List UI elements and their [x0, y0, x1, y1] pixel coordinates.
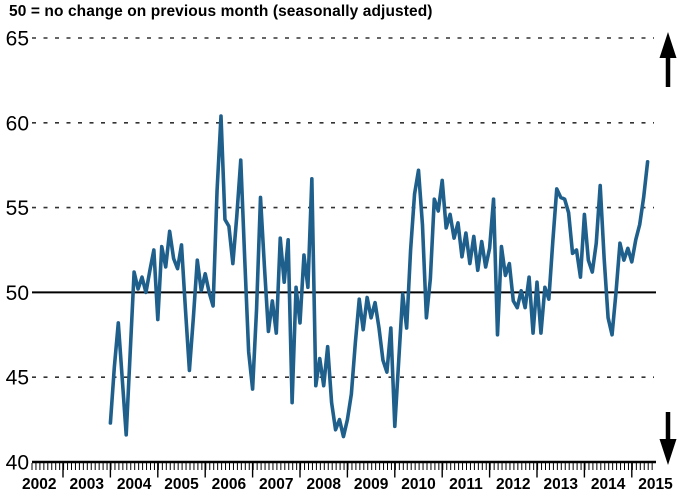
- x-tick-label-2015: 2015: [638, 476, 673, 493]
- up-arrow-icon: [659, 32, 677, 58]
- x-tick-label-2010: 2010: [401, 476, 435, 493]
- y-tick-label-55: 55: [6, 197, 29, 220]
- x-tick-label-2008: 2008: [306, 476, 341, 493]
- x-tick-label-2006: 2006: [212, 476, 247, 493]
- x-tick-label-2007: 2007: [259, 476, 293, 493]
- x-tick-label-2004: 2004: [117, 476, 152, 493]
- x-tick-label-2005: 2005: [164, 476, 199, 493]
- down-arrow-icon: [659, 439, 677, 465]
- x-tick-label-2012: 2012: [496, 476, 530, 493]
- chart-title: 50 = no change on previous month (season…: [9, 3, 433, 20]
- x-tick-label-2011: 2011: [449, 476, 483, 493]
- x-tick-label-2003: 2003: [69, 476, 104, 493]
- x-tick-label-2013: 2013: [543, 476, 578, 493]
- y-tick-label-60: 60: [6, 112, 29, 135]
- index-line-series: [108, 114, 650, 439]
- x-tick-label-2014: 2014: [591, 476, 626, 493]
- y-tick-label-50: 50: [6, 282, 29, 305]
- y-tick-label-40: 40: [6, 452, 29, 475]
- x-tick-label-2002: 2002: [22, 476, 56, 493]
- y-tick-label-45: 45: [6, 367, 29, 390]
- y-tick-label-65: 65: [6, 28, 29, 51]
- x-tick-label-2009: 2009: [354, 476, 389, 493]
